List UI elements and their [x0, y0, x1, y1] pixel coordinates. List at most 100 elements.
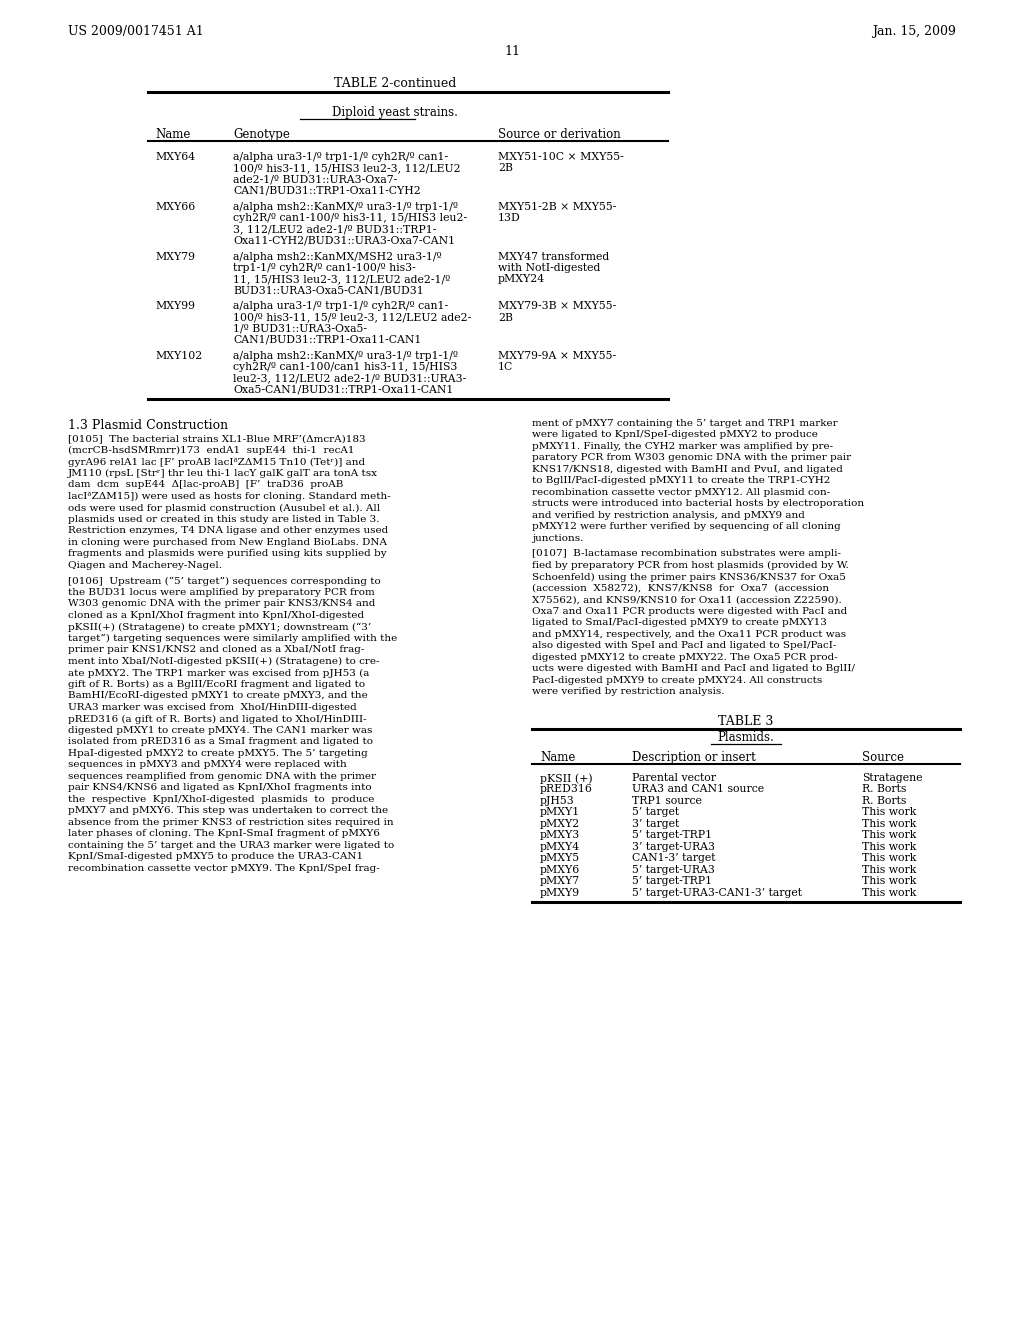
Text: pKSII(+) (Stratagene) to create pMXY1; downstream (“3’: pKSII(+) (Stratagene) to create pMXY1; d… — [68, 623, 372, 632]
Text: were ligated to KpnI/SpeI-digested pMXY2 to produce: were ligated to KpnI/SpeI-digested pMXY2… — [532, 430, 818, 440]
Text: pMXY2: pMXY2 — [540, 818, 581, 829]
Text: MXY79: MXY79 — [155, 252, 195, 261]
Text: KNS17/KNS18, digested with BamHI and PvuI, and ligated: KNS17/KNS18, digested with BamHI and Pvu… — [532, 465, 843, 474]
Text: the  respective  KpnI/XhoI-digested  plasmids  to  produce: the respective KpnI/XhoI-digested plasmi… — [68, 795, 375, 804]
Text: a/alpha ura3-1/º trp1-1/º cyh2R/º can1-: a/alpha ura3-1/º trp1-1/º cyh2R/º can1- — [233, 152, 449, 162]
Text: 3’ target-URA3: 3’ target-URA3 — [632, 842, 715, 851]
Text: TRP1 source: TRP1 source — [632, 796, 701, 807]
Text: BUD31::URA3-Oxa5-CAN1/BUD31: BUD31::URA3-Oxa5-CAN1/BUD31 — [233, 285, 424, 296]
Text: 11, 15/HIS3 leu2-3, 112/LEU2 ade2-1/º: 11, 15/HIS3 leu2-3, 112/LEU2 ade2-1/º — [233, 275, 451, 284]
Text: [0105]  The bacterial strains XL1-Blue MRF’(ΔmcrA)183: [0105] The bacterial strains XL1-Blue MR… — [68, 434, 366, 444]
Text: Oxa5-CAN1/BUD31::TRP1-Oxa11-CAN1: Oxa5-CAN1/BUD31::TRP1-Oxa11-CAN1 — [233, 385, 454, 395]
Text: pMXY4: pMXY4 — [540, 842, 581, 851]
Text: target”) targeting sequences were similarly amplified with the: target”) targeting sequences were simila… — [68, 634, 397, 643]
Text: with NotI-digested: with NotI-digested — [498, 263, 600, 273]
Text: 13D: 13D — [498, 213, 521, 223]
Text: dam  dcm  supE44  Δ[lac-proAB]  [F’  traD36  proAB: dam dcm supE44 Δ[lac-proAB] [F’ traD36 p… — [68, 480, 343, 490]
Text: Name: Name — [540, 751, 575, 764]
Text: and verified by restriction analysis, and pMXY9 and: and verified by restriction analysis, an… — [532, 511, 805, 520]
Text: pMXY24: pMXY24 — [498, 275, 545, 284]
Text: 2B: 2B — [498, 164, 513, 173]
Text: Qiagen and Macherey-Nagel.: Qiagen and Macherey-Nagel. — [68, 561, 222, 570]
Text: pair KNS4/KNS6 and ligated as KpnI/XhoI fragments into: pair KNS4/KNS6 and ligated as KpnI/XhoI … — [68, 784, 372, 792]
Text: paratory PCR from W303 genomic DNA with the primer pair: paratory PCR from W303 genomic DNA with … — [532, 454, 851, 462]
Text: pMXY9: pMXY9 — [540, 888, 581, 898]
Text: 100/º his3-11, 15/HIS3 leu2-3, 112/LEU2: 100/º his3-11, 15/HIS3 leu2-3, 112/LEU2 — [233, 164, 461, 173]
Text: [0107]  B-lactamase recombination substrates were ampli-: [0107] B-lactamase recombination substra… — [532, 549, 841, 558]
Text: MXY79-3B × MXY55-: MXY79-3B × MXY55- — [498, 301, 616, 312]
Text: This work: This work — [862, 876, 916, 887]
Text: leu2-3, 112/LEU2 ade2-1/º BUD31::URA3-: leu2-3, 112/LEU2 ade2-1/º BUD31::URA3- — [233, 374, 466, 384]
Text: the BUD31 locus were amplified by preparatory PCR from: the BUD31 locus were amplified by prepar… — [68, 587, 375, 597]
Text: pMXY3: pMXY3 — [540, 830, 581, 841]
Text: pMXY6: pMXY6 — [540, 865, 581, 875]
Text: junctions.: junctions. — [532, 535, 584, 543]
Text: X75562), and KNS9/KNS10 for Oxa11 (accession Z22590).: X75562), and KNS9/KNS10 for Oxa11 (acces… — [532, 595, 842, 605]
Text: 5’ target-URA3-CAN1-3’ target: 5’ target-URA3-CAN1-3’ target — [632, 888, 802, 898]
Text: pMXY1: pMXY1 — [540, 808, 581, 817]
Text: (mcrCB-hsdSMRmrr)173  endA1  supE44  thi-1  recA1: (mcrCB-hsdSMRmrr)173 endA1 supE44 thi-1 … — [68, 446, 354, 455]
Text: CAN1/BUD31::TRP1-Oxa11-CAN1: CAN1/BUD31::TRP1-Oxa11-CAN1 — [233, 335, 421, 345]
Text: MXY102: MXY102 — [155, 351, 203, 362]
Text: 2B: 2B — [498, 313, 513, 322]
Text: digested pMXY12 to create pMXY22. The Oxa5 PCR prod-: digested pMXY12 to create pMXY22. The Ox… — [532, 653, 838, 663]
Text: plasmids used or created in this study are listed in Table 3.: plasmids used or created in this study a… — [68, 515, 380, 524]
Text: MXY99: MXY99 — [155, 301, 195, 312]
Text: MXY64: MXY64 — [155, 152, 196, 162]
Text: lacIᶞZΔM15]) were used as hosts for cloning. Standard meth-: lacIᶞZΔM15]) were used as hosts for clon… — [68, 492, 391, 502]
Text: Source or derivation: Source or derivation — [498, 128, 621, 141]
Text: pMXY5: pMXY5 — [540, 854, 581, 863]
Text: TABLE 3: TABLE 3 — [718, 715, 774, 729]
Text: pRED316: pRED316 — [540, 784, 593, 795]
Text: MXY66: MXY66 — [155, 202, 196, 211]
Text: JM110 (rpsL [Strʳ] thr leu thi-1 lacY galK galT ara tonA tsx: JM110 (rpsL [Strʳ] thr leu thi-1 lacY ga… — [68, 469, 378, 478]
Text: pJH53: pJH53 — [540, 796, 574, 807]
Text: structs were introduced into bacterial hosts by electroporation: structs were introduced into bacterial h… — [532, 499, 864, 508]
Text: 5’ target: 5’ target — [632, 808, 679, 817]
Text: R. Borts: R. Borts — [862, 796, 906, 807]
Text: URA3 marker was excised from  XhoI/HinDIII-digested: URA3 marker was excised from XhoI/HinDII… — [68, 704, 356, 711]
Text: were verified by restriction analysis.: were verified by restriction analysis. — [532, 688, 725, 697]
Text: a/alpha msh2::KanMX/º ura3-1/º trp1-1/º: a/alpha msh2::KanMX/º ura3-1/º trp1-1/º — [233, 202, 458, 211]
Text: This work: This work — [862, 842, 916, 851]
Text: Plasmids.: Plasmids. — [718, 731, 774, 744]
Text: in cloning were purchased from New England BioLabs. DNA: in cloning were purchased from New Engla… — [68, 539, 387, 546]
Text: containing the 5’ target and the URA3 marker were ligated to: containing the 5’ target and the URA3 ma… — [68, 841, 394, 850]
Text: URA3 and CAN1 source: URA3 and CAN1 source — [632, 784, 764, 795]
Text: MXY51-2B × MXY55-: MXY51-2B × MXY55- — [498, 202, 616, 211]
Text: trp1-1/º cyh2R/º can1-100/º his3-: trp1-1/º cyh2R/º can1-100/º his3- — [233, 263, 416, 273]
Text: cyh2R/º can1-100/can1 his3-11, 15/HIS3: cyh2R/º can1-100/can1 his3-11, 15/HIS3 — [233, 363, 458, 372]
Text: CAN1/BUD31::TRP1-Oxa11-CYH2: CAN1/BUD31::TRP1-Oxa11-CYH2 — [233, 186, 421, 195]
Text: primer pair KNS1/KNS2 and cloned as a XbaI/NotI frag-: primer pair KNS1/KNS2 and cloned as a Xb… — [68, 645, 365, 655]
Text: ment into XbaI/NotI-digested pKSII(+) (Stratagene) to cre-: ment into XbaI/NotI-digested pKSII(+) (S… — [68, 657, 380, 667]
Text: This work: This work — [862, 808, 916, 817]
Text: This work: This work — [862, 865, 916, 875]
Text: This work: This work — [862, 888, 916, 898]
Text: TABLE 2-continued: TABLE 2-continued — [334, 77, 456, 90]
Text: KpnI/SmaI-digested pMXY5 to produce the URA3-CAN1: KpnI/SmaI-digested pMXY5 to produce the … — [68, 853, 364, 862]
Text: 11: 11 — [504, 45, 520, 58]
Text: Parental vector: Parental vector — [632, 774, 716, 783]
Text: ods were used for plasmid construction (Ausubel et al.). All: ods were used for plasmid construction (… — [68, 503, 380, 512]
Text: This work: This work — [862, 854, 916, 863]
Text: isolated from pRED316 as a SmaI fragment and ligated to: isolated from pRED316 as a SmaI fragment… — [68, 738, 373, 747]
Text: cloned as a KpnI/XhoI fragment into KpnI/XhoI-digested: cloned as a KpnI/XhoI fragment into KpnI… — [68, 611, 365, 620]
Text: pMXY11. Finally, the CYH2 marker was amplified by pre-: pMXY11. Finally, the CYH2 marker was amp… — [532, 442, 834, 451]
Text: recombination cassette vector pMXY9. The KpnI/SpeI frag-: recombination cassette vector pMXY9. The… — [68, 865, 380, 873]
Text: 100/º his3-11, 15/º leu2-3, 112/LEU2 ade2-: 100/º his3-11, 15/º leu2-3, 112/LEU2 ade… — [233, 313, 471, 322]
Text: 5’ target-URA3: 5’ target-URA3 — [632, 865, 715, 875]
Text: MXY79-9A × MXY55-: MXY79-9A × MXY55- — [498, 351, 616, 362]
Text: HpaI-digested pMXY2 to create pMXY5. The 5’ targeting: HpaI-digested pMXY2 to create pMXY5. The… — [68, 748, 368, 758]
Text: CAN1-3’ target: CAN1-3’ target — [632, 854, 716, 863]
Text: Oxa11-CYH2/BUD31::URA3-Oxa7-CAN1: Oxa11-CYH2/BUD31::URA3-Oxa7-CAN1 — [233, 235, 455, 246]
Text: 3’ target: 3’ target — [632, 818, 679, 829]
Text: a/alpha ura3-1/º trp1-1/º cyh2R/º can1-: a/alpha ura3-1/º trp1-1/º cyh2R/º can1- — [233, 301, 449, 312]
Text: PacI-digested pMXY9 to create pMXY24. All constructs: PacI-digested pMXY9 to create pMXY24. Al… — [532, 676, 822, 685]
Text: Name: Name — [155, 128, 190, 141]
Text: 3, 112/LEU2 ade2-1/º BUD31::TRP1-: 3, 112/LEU2 ade2-1/º BUD31::TRP1- — [233, 224, 436, 234]
Text: pRED316 (a gift of R. Borts) and ligated to XhoI/HinDIII-: pRED316 (a gift of R. Borts) and ligated… — [68, 714, 367, 723]
Text: 1/º BUD31::URA3-Oxa5-: 1/º BUD31::URA3-Oxa5- — [233, 323, 367, 334]
Text: ate pMXY2. The TRP1 marker was excised from pJH53 (a: ate pMXY2. The TRP1 marker was excised f… — [68, 668, 370, 677]
Text: gyrA96 relA1 lac [F’ proAB lacIᶞZΔM15 Tn10 (Tetʳ)] and: gyrA96 relA1 lac [F’ proAB lacIᶞZΔM15 Tn… — [68, 458, 366, 467]
Text: ment of pMXY7 containing the 5’ target and TRP1 marker: ment of pMXY7 containing the 5’ target a… — [532, 418, 838, 428]
